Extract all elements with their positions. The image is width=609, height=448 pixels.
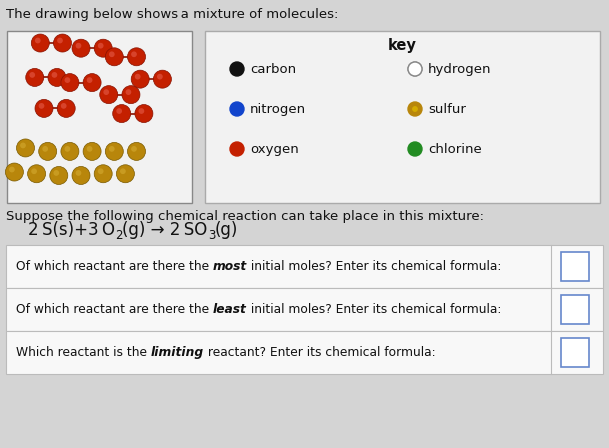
- Circle shape: [20, 142, 26, 148]
- Circle shape: [113, 104, 131, 123]
- Circle shape: [138, 108, 144, 114]
- Circle shape: [127, 142, 146, 160]
- Circle shape: [131, 70, 149, 88]
- Circle shape: [412, 106, 418, 112]
- Circle shape: [57, 99, 75, 117]
- Text: limiting: limiting: [151, 346, 204, 359]
- Circle shape: [153, 70, 171, 88]
- Circle shape: [100, 86, 118, 103]
- Text: Of which reactant are there the: Of which reactant are there the: [16, 303, 213, 316]
- Bar: [205, 31, 600, 203]
- Circle shape: [122, 86, 140, 103]
- Circle shape: [38, 103, 44, 109]
- Circle shape: [35, 38, 41, 43]
- Circle shape: [72, 39, 90, 57]
- Circle shape: [116, 108, 122, 114]
- Circle shape: [98, 43, 104, 48]
- Circle shape: [98, 168, 104, 174]
- Circle shape: [86, 77, 93, 83]
- Circle shape: [26, 69, 44, 86]
- Text: 2: 2: [115, 228, 122, 241]
- Circle shape: [76, 170, 82, 176]
- Circle shape: [48, 69, 66, 86]
- Circle shape: [16, 139, 35, 157]
- Circle shape: [27, 165, 46, 183]
- Circle shape: [83, 142, 101, 160]
- Text: (g) → 2 SO: (g) → 2 SO: [122, 221, 208, 239]
- Bar: [6, 245, 603, 288]
- Text: hydrogen: hydrogen: [428, 63, 491, 76]
- Text: sulfur: sulfur: [428, 103, 466, 116]
- Circle shape: [94, 39, 112, 57]
- Circle shape: [125, 89, 132, 95]
- Text: initial moles? Enter its chemical formula:: initial moles? Enter its chemical formul…: [247, 260, 502, 273]
- Bar: [6, 331, 603, 374]
- Circle shape: [52, 72, 57, 78]
- Circle shape: [230, 102, 244, 116]
- Circle shape: [31, 34, 49, 52]
- Circle shape: [104, 89, 109, 95]
- Circle shape: [29, 72, 35, 78]
- Text: nitrogen: nitrogen: [250, 103, 306, 116]
- Circle shape: [94, 165, 112, 183]
- Circle shape: [72, 167, 90, 185]
- Text: Of which reactant are there the: Of which reactant are there the: [16, 260, 213, 273]
- Circle shape: [61, 73, 79, 91]
- Text: least: least: [213, 303, 247, 316]
- Circle shape: [9, 167, 15, 172]
- Text: (g): (g): [215, 221, 239, 239]
- Circle shape: [131, 52, 137, 57]
- Circle shape: [109, 146, 114, 152]
- Circle shape: [5, 163, 23, 181]
- Circle shape: [39, 142, 57, 160]
- Circle shape: [61, 142, 79, 160]
- Circle shape: [31, 168, 37, 174]
- Circle shape: [127, 48, 146, 66]
- Text: carbon: carbon: [250, 63, 296, 76]
- Circle shape: [61, 103, 66, 109]
- Circle shape: [408, 142, 422, 156]
- Circle shape: [135, 74, 141, 80]
- Circle shape: [105, 48, 123, 66]
- Circle shape: [157, 74, 163, 80]
- Circle shape: [76, 43, 82, 48]
- Circle shape: [54, 34, 71, 52]
- Circle shape: [116, 165, 135, 183]
- Circle shape: [50, 167, 68, 185]
- Bar: [561, 295, 589, 324]
- Circle shape: [42, 146, 48, 152]
- Circle shape: [86, 146, 93, 152]
- Circle shape: [131, 146, 137, 152]
- Bar: [6, 288, 603, 331]
- Bar: [7, 31, 192, 203]
- Circle shape: [65, 77, 70, 83]
- Bar: [561, 252, 589, 281]
- Text: The drawing below shows a mixture of molecules:: The drawing below shows a mixture of mol…: [6, 8, 339, 21]
- Circle shape: [230, 62, 244, 76]
- Text: key: key: [388, 38, 417, 53]
- Circle shape: [35, 99, 53, 117]
- Circle shape: [105, 142, 123, 160]
- Text: oxygen: oxygen: [250, 142, 299, 155]
- Circle shape: [120, 168, 126, 174]
- Text: 2 S(s)+3 O: 2 S(s)+3 O: [28, 221, 115, 239]
- Circle shape: [65, 146, 70, 152]
- Text: most: most: [213, 260, 247, 273]
- Text: reactant? Enter its chemical formula:: reactant? Enter its chemical formula:: [204, 346, 435, 359]
- Circle shape: [109, 52, 114, 57]
- Circle shape: [408, 62, 422, 76]
- Circle shape: [135, 104, 153, 123]
- Circle shape: [83, 73, 101, 91]
- Circle shape: [408, 102, 422, 116]
- Bar: [561, 338, 589, 367]
- Text: Which reactant is the: Which reactant is the: [16, 346, 151, 359]
- Circle shape: [54, 170, 59, 176]
- Text: 3: 3: [208, 228, 215, 241]
- Text: initial moles? Enter its chemical formula:: initial moles? Enter its chemical formul…: [247, 303, 501, 316]
- Circle shape: [408, 62, 422, 76]
- Circle shape: [57, 38, 63, 43]
- Text: chlorine: chlorine: [428, 142, 482, 155]
- Circle shape: [230, 142, 244, 156]
- Text: Suppose the following chemical reaction can take place in this mixture:: Suppose the following chemical reaction …: [6, 210, 484, 223]
